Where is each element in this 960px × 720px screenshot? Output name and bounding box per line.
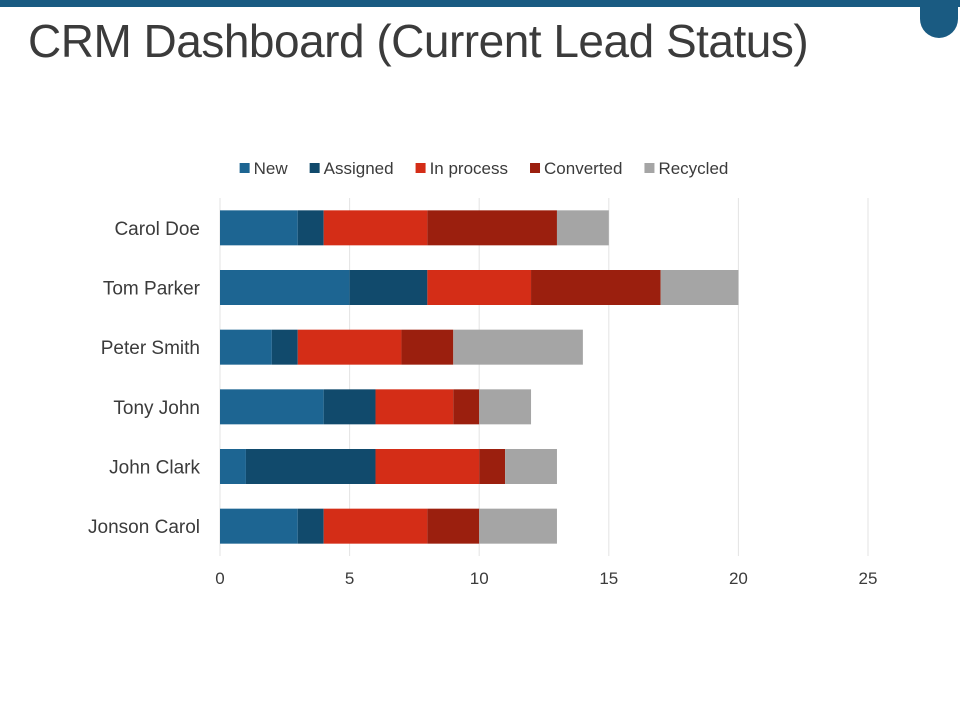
bar-carol-doe-assigned bbox=[297, 210, 324, 246]
bar-jonson-carol-recycled bbox=[479, 508, 557, 544]
legend-label-assigned: Assigned bbox=[324, 159, 394, 178]
bars bbox=[220, 210, 739, 544]
corner-accent-tab bbox=[920, 0, 958, 38]
bar-peter-smith-converted bbox=[401, 329, 454, 365]
bar-tony-john-new bbox=[220, 389, 324, 425]
x-tick-label: 25 bbox=[859, 569, 878, 588]
bar-tony-john-recycled bbox=[479, 389, 532, 425]
bar-carol-doe-converted bbox=[427, 210, 557, 246]
bar-tom-parker-converted bbox=[531, 270, 661, 305]
x-tick-label: 10 bbox=[470, 569, 489, 588]
bar-jonson-carol-in-process bbox=[323, 508, 428, 544]
bar-tom-parker-assigned bbox=[349, 270, 428, 305]
bar-tom-parker-new bbox=[220, 270, 350, 305]
bar-john-clark-new bbox=[220, 449, 246, 484]
legend-label-new: New bbox=[254, 159, 289, 178]
bar-john-clark-in-process bbox=[375, 449, 480, 484]
category-label: Tom Parker bbox=[103, 279, 201, 300]
x-tick-label: 15 bbox=[599, 569, 618, 588]
bar-carol-doe-new bbox=[220, 210, 298, 246]
top-accent-bar bbox=[0, 0, 960, 7]
legend-swatch-assigned bbox=[309, 163, 320, 173]
bar-john-clark-recycled bbox=[505, 449, 557, 484]
category-label: John Clark bbox=[109, 458, 200, 479]
bar-jonson-carol-converted bbox=[427, 508, 480, 544]
bar-jonson-carol-assigned bbox=[297, 508, 324, 544]
x-tick-label: 20 bbox=[729, 569, 748, 588]
bar-peter-smith-new bbox=[220, 329, 272, 365]
bar-tony-john-converted bbox=[453, 389, 480, 425]
bar-tom-parker-in-process bbox=[427, 270, 532, 305]
legend-swatch-converted bbox=[530, 163, 541, 173]
category-label: Carol Doe bbox=[114, 219, 200, 240]
bar-tom-parker-recycled bbox=[660, 270, 739, 305]
legend-label-recycled: Recycled bbox=[658, 159, 728, 178]
category-label: Tony John bbox=[113, 398, 200, 419]
category-label: Peter Smith bbox=[101, 338, 200, 359]
category-labels: Carol Doe Tom Parker Peter Smith Tony John J… bbox=[88, 219, 201, 538]
bar-peter-smith-recycled bbox=[453, 329, 583, 365]
legend-swatch-recycled bbox=[644, 163, 655, 173]
bar-peter-smith-in-process bbox=[297, 329, 402, 365]
x-tick-label: 5 bbox=[345, 569, 354, 588]
x-tick-label: 0 bbox=[215, 569, 224, 588]
legend-label-in-process: In process bbox=[430, 159, 508, 178]
bar-carol-doe-in-process bbox=[323, 210, 428, 246]
bar-tony-john-in-process bbox=[375, 389, 454, 425]
bar-carol-doe-recycled bbox=[556, 210, 609, 246]
legend-swatch-in-process bbox=[415, 163, 426, 173]
legend-swatch-new bbox=[239, 163, 250, 173]
bar-peter-smith-assigned bbox=[271, 329, 298, 365]
bar-john-clark-assigned bbox=[245, 449, 376, 484]
category-label: Jonson Carol bbox=[88, 517, 200, 538]
bar-tony-john-assigned bbox=[323, 389, 376, 425]
gridlines bbox=[219, 198, 869, 556]
legend: New Assigned In process Converted Recycled bbox=[239, 159, 728, 178]
bar-john-clark-converted bbox=[479, 449, 506, 484]
slide-title: CRM Dashboard (Current Lead Status) bbox=[28, 15, 809, 67]
x-axis-ticks: 0 5 10 15 20 25 bbox=[215, 569, 877, 588]
bar-jonson-carol-new bbox=[220, 508, 298, 544]
legend-label-converted: Converted bbox=[544, 159, 622, 178]
